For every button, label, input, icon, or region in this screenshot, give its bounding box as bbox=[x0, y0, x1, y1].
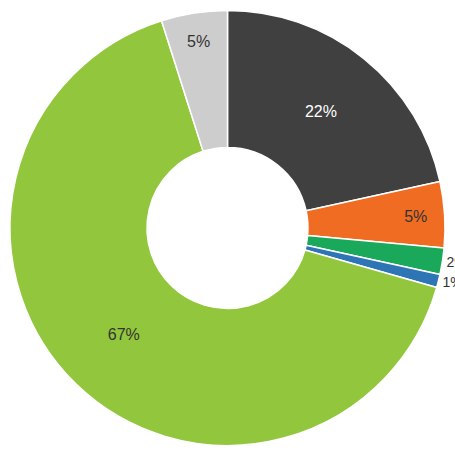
svg-text:2%: 2% bbox=[446, 254, 455, 270]
svg-text:22%: 22% bbox=[305, 103, 337, 120]
svg-text:5%: 5% bbox=[404, 208, 427, 225]
svg-text:5%: 5% bbox=[187, 33, 210, 50]
svg-text:1%: 1% bbox=[442, 274, 455, 290]
svg-text:67%: 67% bbox=[108, 326, 140, 343]
